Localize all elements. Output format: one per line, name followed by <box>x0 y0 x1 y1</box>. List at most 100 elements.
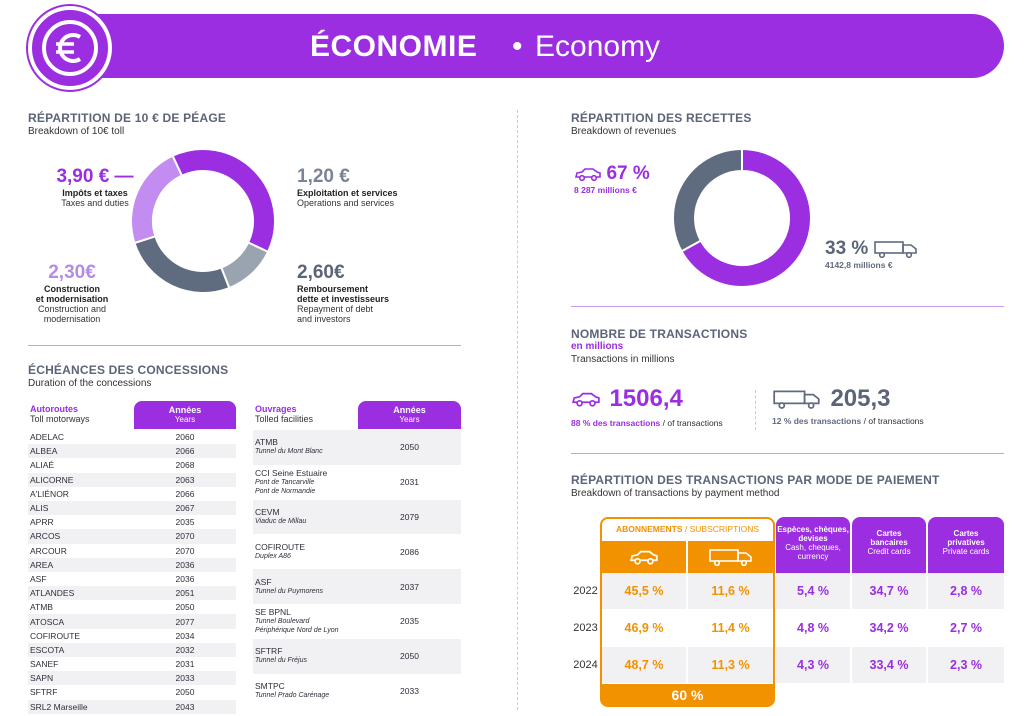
structure-name: ASF <box>255 576 272 587</box>
motorway-year: 2033 <box>134 671 236 686</box>
table-row: ALBEA 2066 <box>28 444 236 459</box>
table-row: SANEF 2031 <box>28 657 236 671</box>
payment-cell-car: 45,5 % <box>602 573 686 609</box>
payment-cell-year: 2022 <box>573 585 598 597</box>
toll-debt-label-en-1: Repayment of debt <box>297 304 374 314</box>
motorway-name: ASF <box>30 573 47 584</box>
table-row: ATOSCA 2077 <box>28 614 236 629</box>
subscriptions-total: 60 % <box>602 684 773 706</box>
motorway-year: 2032 <box>134 642 236 657</box>
motorway-year: 2031 <box>175 659 195 670</box>
cash-header-en: Cash, cheques, currency <box>785 543 841 561</box>
toll-construction-label-en-1: Construction and <box>37 304 107 314</box>
structure-name: SMTPC <box>255 680 285 691</box>
car-icon <box>572 392 600 407</box>
motorway-name: SFTRF <box>30 687 58 698</box>
payment-cell-truck: 11,6 % <box>688 573 773 609</box>
revenue-cars-amount: 8 287 millions € <box>574 185 637 195</box>
structure-cell: SMTPC Tunnel Prado Carénage <box>253 674 358 709</box>
motorway-year: 2035 <box>175 517 195 528</box>
toll-donut-slice-2 <box>133 235 231 294</box>
motorway-name: ATOSCA <box>28 614 134 629</box>
payment-cell-truck: 11,4 % <box>688 610 773 646</box>
structures-years-header: Années Years <box>358 401 461 429</box>
motorway-name: ATMB <box>30 602 53 613</box>
payment-title: RÉPARTITION DES TRANSACTIONS PAR MODE DE… <box>571 473 940 487</box>
structures-years-fr: Années <box>393 405 426 415</box>
motorway-name: AREA <box>28 557 134 572</box>
transactions-cars-note: 88 % des transactions / of transactions <box>571 418 723 428</box>
table-row: CEVM Viaduc de Millau 2079 <box>253 499 461 535</box>
structure-cell: CCI Seine Estuaire Pont de Tancarville P… <box>253 465 358 500</box>
structure-cell: SFTRF Tunnel du Fréjus <box>253 638 358 674</box>
subscriptions-header: ABONNEMENTS / SUBSCRIPTIONS <box>602 519 773 541</box>
revenue-donut-slice-0 <box>680 148 812 288</box>
motorway-year: 2077 <box>134 614 236 629</box>
revenue-cars-block: 67 % 8 287 millions € <box>574 163 650 195</box>
toll-taxes-block: 3,90 € — Impôts et taxes Taxes and dutie… <box>50 166 140 208</box>
transactions-trucks-note-fr: 12 % des transactions <box>772 416 862 426</box>
motorway-name: ADELAC <box>30 432 65 443</box>
transactions-divider <box>755 390 756 430</box>
structure-year: 2037 <box>358 569 461 604</box>
payment-cell-cards: 33,4 % <box>852 647 926 683</box>
motorway-year: 2050 <box>175 602 195 613</box>
motorway-year: 2066 <box>134 444 236 459</box>
motorway-name: SRL2 Marseille <box>28 699 134 714</box>
motorway-year: 2051 <box>134 586 236 601</box>
cards-header: Cartes bancaires Credit cards <box>852 517 926 573</box>
euro-logo <box>28 6 112 90</box>
structure-cell: SE BPNL Tunnel Boulevard Périphérique No… <box>253 604 358 639</box>
subscriptions-frame <box>600 517 775 707</box>
table-row: A'LIÉNOR 2066 <box>28 487 236 501</box>
motorway-year: 2070 <box>175 545 195 556</box>
motorway-name: ALIAÉ <box>30 460 55 471</box>
motorway-name: A'LIÉNOR <box>30 488 69 499</box>
table-row: ESCOTA 2032 <box>28 642 236 657</box>
toll-taxes-label-fr: Impôts et taxes <box>62 188 128 198</box>
transactions-subtitle: Transactions in millions <box>571 354 675 365</box>
structure-year: 2033 <box>400 685 419 696</box>
toll-title: RÉPARTITION DE 10 € DE PÉAGE <box>28 111 227 125</box>
motorway-year: 2067 <box>134 500 236 516</box>
payment-cell-cards: 34,7 % <box>852 573 926 609</box>
table-row: ARCOS 2070 <box>28 529 236 544</box>
subscriptions-header-sep: / <box>682 524 690 534</box>
structure-detail-1: Tunnel du Puymorens <box>255 587 323 595</box>
transactions-trucks-block: 205,3 12 % des transactions / of transac… <box>772 385 924 426</box>
structure-name: CCI Seine Estuaire <box>255 467 328 478</box>
motorways-header-fr: Autoroutes <box>30 404 78 414</box>
payment-cell-year: 2024 <box>573 659 598 671</box>
motorway-year: 2036 <box>175 573 195 584</box>
toll-debt-label-en-2: and investors <box>297 314 351 324</box>
transactions-title-2: en millions <box>571 341 624 352</box>
toll-debt-label-fr-2: dette et investisseurs <box>297 294 390 304</box>
cards-header-en: Credit cards <box>867 547 911 556</box>
header-banner <box>60 14 1004 78</box>
motorway-name: SANEF <box>30 659 59 670</box>
structure-detail-1: Tunnel Prado Carénage <box>255 691 330 699</box>
table-row: CCI Seine Estuaire Pont de Tancarville P… <box>253 465 461 500</box>
toll-construction-block: 2,30€ Construction et modernisation Cons… <box>30 262 114 324</box>
payment-cell-cash: 4,3 % <box>776 647 850 683</box>
page-title: ÉCONOMIE <box>310 30 478 63</box>
structure-name: CEVM <box>255 506 280 517</box>
payment-cell-cash: 4,8 % <box>776 610 850 646</box>
transactions-trucks-note: 12 % des transactions / of transactions <box>772 416 924 426</box>
structure-name: ATMB <box>255 437 278 448</box>
subscriptions-header-en: SUBSCRIPTIONS <box>689 524 760 534</box>
payment-cell-cash: 5,4 % <box>776 573 850 609</box>
motorway-name: APRR <box>30 517 54 528</box>
structure-detail-1: Duplex A86 <box>255 552 291 560</box>
structures-header-fr: Ouvrages <box>255 404 297 414</box>
car-icon <box>574 168 601 182</box>
structure-name: SE BPNL <box>255 606 291 617</box>
divider-left-1 <box>28 345 461 346</box>
toll-donut-slice-1 <box>219 241 270 290</box>
structure-detail-1: Tunnel Boulevard <box>255 617 310 625</box>
motorways-years-en: Years <box>174 415 196 424</box>
table-row: ASF Tunnel du Puymorens 2037 <box>253 569 461 604</box>
table-row: SAPN 2033 <box>28 671 236 686</box>
motorways-header-en: Toll motorways <box>30 414 90 424</box>
structure-year: 2035 <box>400 616 419 627</box>
